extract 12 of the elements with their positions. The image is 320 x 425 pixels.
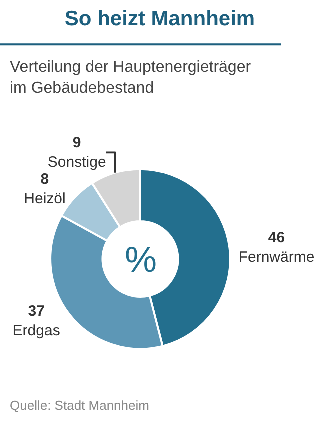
- slice-label: Erdgas: [12, 322, 60, 340]
- data-label: 46: [268, 229, 286, 246]
- slice-label: Fernwärme: [238, 248, 315, 266]
- chart-subtitle: Verteilung der Hauptenergieträger im Gebäudebestand: [10, 59, 252, 97]
- slice-label: Sonstige: [48, 154, 106, 171]
- data-label: 37: [28, 302, 45, 320]
- source-note: Quelle: Stadt Mannheim: [10, 398, 150, 413]
- slice-label: Heizöl: [24, 190, 66, 208]
- data-label: 9: [72, 134, 82, 152]
- data-label: 8: [40, 170, 50, 188]
- chart-title: So heizt Mannheim: [64, 7, 256, 30]
- text: %: [125, 239, 158, 280]
